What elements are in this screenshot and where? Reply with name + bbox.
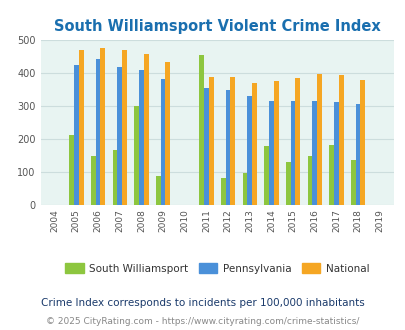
Bar: [74, 65, 79, 205]
Bar: [307, 156, 311, 205]
Bar: [230, 77, 234, 205]
Bar: [350, 160, 355, 205]
Bar: [69, 135, 74, 205]
Text: © 2025 CityRating.com - https://www.cityrating.com/crime-statistics/: © 2025 CityRating.com - https://www.city…: [46, 317, 359, 326]
Bar: [220, 178, 225, 205]
Bar: [328, 145, 333, 205]
Bar: [96, 59, 100, 205]
Bar: [122, 50, 126, 205]
Bar: [247, 96, 252, 205]
Bar: [91, 156, 96, 205]
Bar: [311, 101, 316, 205]
Bar: [225, 90, 230, 205]
Text: Crime Index corresponds to incidents per 100,000 inhabitants: Crime Index corresponds to incidents per…: [41, 298, 364, 308]
Bar: [79, 50, 83, 205]
Bar: [134, 106, 139, 205]
Bar: [333, 102, 338, 205]
Bar: [290, 101, 295, 205]
Bar: [100, 48, 105, 205]
Bar: [208, 77, 213, 205]
Bar: [165, 62, 170, 205]
Bar: [355, 104, 360, 205]
Bar: [203, 88, 208, 205]
Bar: [143, 54, 148, 205]
Bar: [117, 67, 122, 205]
Bar: [252, 83, 256, 205]
Bar: [112, 150, 117, 205]
Title: South Williamsport Violent Crime Index: South Williamsport Violent Crime Index: [54, 19, 379, 34]
Bar: [285, 162, 290, 205]
Bar: [139, 70, 143, 205]
Bar: [360, 80, 364, 205]
Bar: [264, 146, 269, 205]
Bar: [316, 74, 321, 205]
Bar: [242, 173, 247, 205]
Legend: South Williamsport, Pennsylvania, National: South Williamsport, Pennsylvania, Nation…: [61, 259, 373, 278]
Bar: [273, 81, 278, 205]
Bar: [199, 55, 203, 205]
Bar: [160, 79, 165, 205]
Bar: [269, 101, 273, 205]
Bar: [156, 176, 160, 205]
Bar: [295, 78, 299, 205]
Bar: [338, 75, 343, 205]
